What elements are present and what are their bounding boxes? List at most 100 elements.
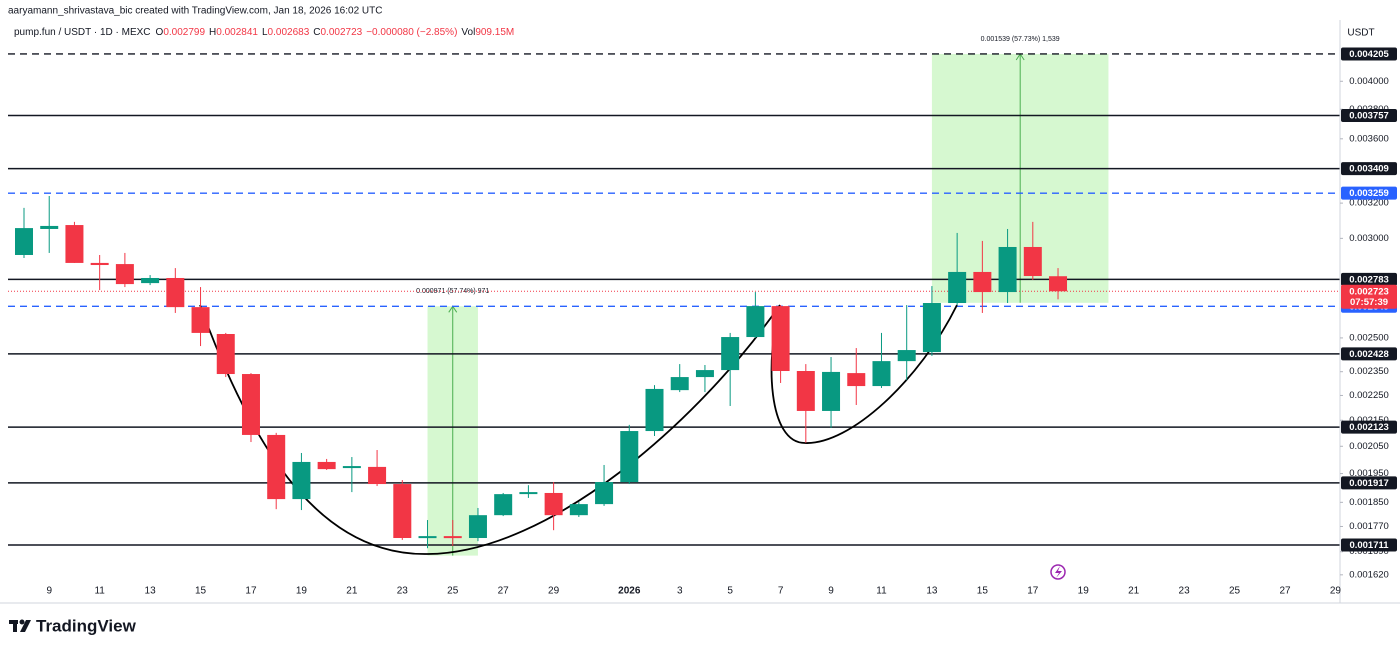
y-tick-label: 0.003000 — [1349, 233, 1389, 244]
candle-body — [267, 434, 286, 500]
cup-curve — [199, 304, 781, 555]
candle-body — [721, 337, 740, 371]
candle-body — [15, 228, 33, 255]
x-tick-label: 25 — [447, 586, 459, 597]
open-label: O — [156, 27, 164, 38]
x-tick-label: 29 — [1330, 586, 1342, 597]
last-price-label: 0.002723 — [1349, 286, 1389, 297]
candle-body — [544, 492, 563, 516]
attribution: aaryamann_shrivastava_bic created with T… — [8, 6, 382, 17]
y-tick-label: 0.002150 — [1349, 415, 1389, 426]
candle-body — [1049, 276, 1068, 292]
x-tick-label: 29 — [548, 586, 560, 597]
y-tick-label: 0.001770 — [1349, 521, 1389, 532]
x-tick-label: 19 — [1078, 586, 1090, 597]
x-tick-label: 3 — [677, 586, 683, 597]
level-label-box — [1341, 162, 1397, 176]
y-tick-label: 0.001850 — [1349, 497, 1389, 508]
x-tick-label: 5 — [727, 586, 733, 597]
candle-body — [695, 370, 714, 378]
candle-body — [468, 515, 487, 539]
x-tick-label: 27 — [498, 586, 510, 597]
x-tick-label: 13 — [145, 586, 157, 597]
candle-body — [998, 246, 1017, 293]
x-tick-label: 9 — [46, 586, 52, 597]
level-label: 0.001917 — [1349, 478, 1389, 489]
symbol: pump.fun / USDT · 1D · MEXC — [14, 27, 151, 38]
candle-body — [922, 303, 941, 353]
countdown: 07:57:39 — [1350, 297, 1388, 308]
candle-body — [948, 271, 967, 304]
candle-body — [418, 536, 437, 539]
close-label: C — [313, 27, 320, 38]
candle-body — [65, 225, 84, 263]
logo-icon — [9, 619, 31, 632]
low-label: L — [262, 27, 268, 38]
candle-body — [796, 371, 815, 411]
y-tick-label: 0.002350 — [1349, 366, 1389, 377]
candle-body — [216, 333, 235, 375]
x-tick-label: 19 — [296, 586, 308, 597]
y-tick-label: 0.001690 — [1349, 546, 1389, 557]
level-label: 0.001711 — [1349, 540, 1389, 551]
candle-body — [1023, 246, 1042, 277]
candle-body — [897, 350, 916, 362]
x-tick-label: 17 — [1027, 586, 1039, 597]
y-tick-label: 0.002250 — [1349, 390, 1389, 401]
x-tick-label: 13 — [926, 586, 938, 597]
last-price-box — [1341, 284, 1397, 309]
candle-body — [141, 277, 160, 284]
level-label-box — [1341, 47, 1397, 61]
candle-body — [746, 306, 765, 338]
level-label-box — [1341, 420, 1397, 434]
high-label: H — [209, 27, 216, 38]
candle-body — [670, 377, 689, 391]
x-tick-label: 15 — [977, 586, 989, 597]
candle-body — [847, 373, 866, 387]
candle-body — [645, 388, 664, 432]
y-tick-label: 0.002050 — [1349, 441, 1389, 452]
level-label: 0.002428 — [1349, 349, 1389, 360]
y-tick-label: 0.001620 — [1349, 569, 1389, 580]
candle-body — [115, 264, 134, 285]
ohlc-legend: pump.fun / USDT · 1D · MEXC O0.002799 H0.0… — [14, 27, 514, 38]
measure-label: 0.001539 (57.73%) 1,539 — [981, 36, 1060, 43]
x-tick-label: 7 — [778, 586, 784, 597]
candle-body — [973, 271, 992, 293]
level-label: 0.002123 — [1349, 422, 1389, 433]
level-label: 0.004205 — [1349, 49, 1389, 60]
change: −0.000080 (−2.85%) — [366, 27, 457, 38]
x-tick-label: 27 — [1279, 586, 1291, 597]
candle-body — [241, 374, 260, 435]
alert-icon — [1050, 564, 1066, 580]
x-tick-label: 11 — [94, 586, 105, 597]
volume-label: Vol — [461, 27, 475, 38]
candle-body — [443, 536, 462, 539]
x-tick-label: 21 — [346, 586, 358, 597]
candle-body — [292, 461, 311, 500]
candle-layer — [15, 195, 1068, 549]
y-tick-label: 0.003200 — [1349, 198, 1389, 209]
level-label-box — [1341, 186, 1397, 200]
level-label: 0.003259 — [1349, 188, 1389, 199]
candle-body — [342, 466, 361, 469]
x-tick-label: 25 — [1229, 586, 1241, 597]
y-tick-label: 0.002500 — [1349, 332, 1389, 343]
candle-body — [191, 307, 210, 333]
low-value: 0.002683 — [268, 27, 310, 38]
close-value: 0.002723 — [321, 27, 363, 38]
x-tick-label: 21 — [1128, 586, 1140, 597]
candle-body — [393, 484, 412, 539]
level-label-box — [1341, 476, 1397, 490]
x-tick-label: 11 — [876, 586, 887, 597]
candle-body — [822, 371, 841, 411]
level-label: 0.003757 — [1349, 111, 1389, 122]
x-tick-label: 2026 — [618, 586, 641, 597]
level-label-box — [1341, 272, 1397, 286]
y-tick-label: 0.003600 — [1349, 133, 1389, 144]
axis-layer: 0.0040000.0038000.0036000.0032000.003000… — [46, 47, 1397, 597]
candle-body — [368, 466, 387, 485]
candle-body — [872, 361, 891, 387]
x-tick-label: 15 — [195, 586, 207, 597]
